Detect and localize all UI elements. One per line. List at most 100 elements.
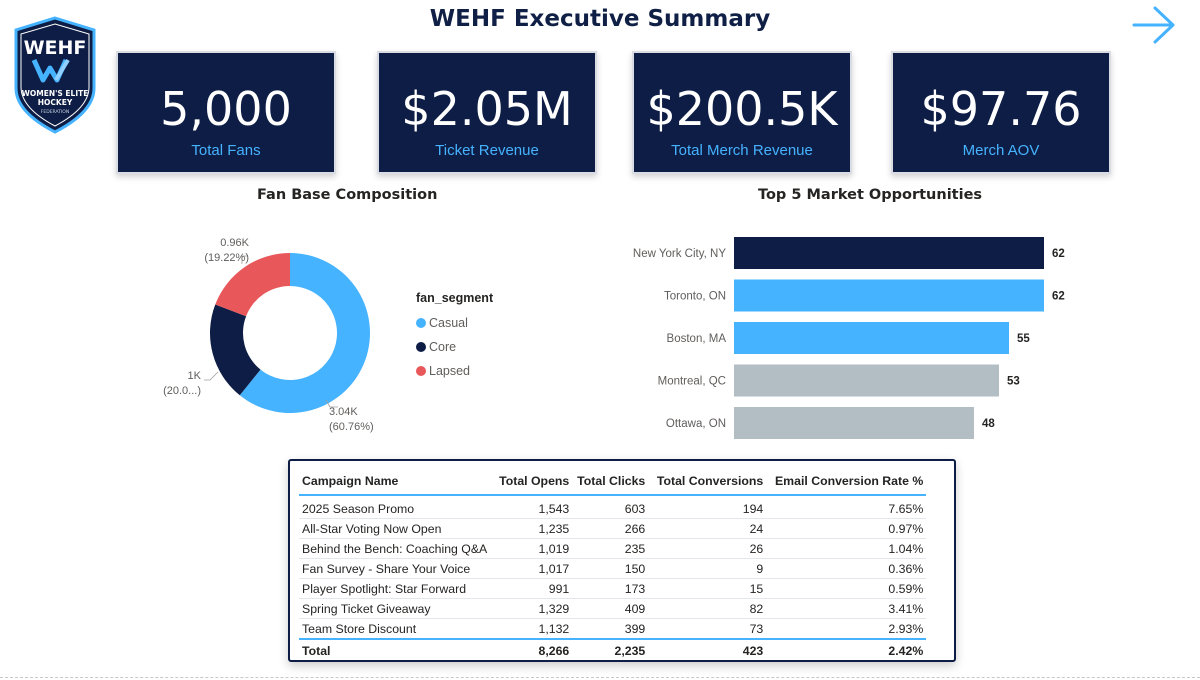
table-cell: 82 <box>648 598 767 619</box>
kpi-value: $2.05M <box>401 82 573 136</box>
kpi-label: Total Fans <box>191 142 261 159</box>
table-cell: Team Store Discount <box>299 618 491 640</box>
bar-value-label: 53 <box>1007 376 1020 388</box>
table-cell: 7.65% <box>766 495 927 519</box>
kpi-card-merch-revenue: $200.5K Total Merch Revenue <box>632 51 852 174</box>
table-cell: 1,019 <box>490 538 573 559</box>
kpi-label: Total Merch Revenue <box>671 142 813 159</box>
table-cell: 9 <box>648 558 767 579</box>
donut-slice-casual[interactable] <box>239 253 371 413</box>
bar[interactable] <box>734 237 1044 269</box>
bar-category-label: Montreal, QC <box>658 376 726 388</box>
table-cell: 2,235 <box>572 638 649 662</box>
legend-dot-icon <box>416 318 426 328</box>
legend-item-casual[interactable]: Casual <box>416 311 493 335</box>
table-row[interactable]: Behind the Bench: Coaching Q&A 1,019 235 26… <box>299 538 927 559</box>
donut-label-core-value: 1K <box>188 370 202 382</box>
donut-slice-core[interactable] <box>210 304 261 396</box>
fan-chart-title: Fan Base Composition <box>257 187 438 203</box>
legend-item-core[interactable]: Core <box>416 335 493 359</box>
bar-category-label: Toronto, ON <box>664 291 726 303</box>
kpi-card-total-fans: 5,000 Total Fans <box>116 51 336 174</box>
bar-category-label: Boston, MA <box>667 333 727 345</box>
bar[interactable] <box>734 364 999 397</box>
table-cell: 3.41% <box>766 598 927 619</box>
table-cell: All-Star Voting Now Open <box>299 518 491 539</box>
logo-line2: HOCKEY <box>38 98 73 107</box>
table-cell: Behind the Bench: Coaching Q&A <box>299 538 491 559</box>
table-cell: 0.36% <box>766 558 927 579</box>
page-divider <box>0 677 1200 678</box>
table-row[interactable]: Spring Ticket Giveaway 1,329 409 82 3.41% <box>299 598 927 619</box>
bar-value-label: 62 <box>1052 291 1065 303</box>
table-cell: 173 <box>572 578 649 599</box>
kpi-value: $97.76 <box>920 82 1082 136</box>
donut-label-core-pct: (20.0...) <box>163 385 201 397</box>
donut-label-casual-pct: (60.76%) <box>329 421 374 433</box>
legend-item-lapsed[interactable]: Lapsed <box>416 359 493 383</box>
table-row[interactable]: Team Store Discount 1,132 399 73 2.93% <box>299 618 927 640</box>
table-row[interactable]: Player Spotlight: Star Forward 991 173 15 0.… <box>299 578 927 599</box>
legend-dot-icon <box>416 342 426 352</box>
bar[interactable] <box>734 322 1009 354</box>
col-header-campaign-name[interactable]: Campaign Name <box>299 468 491 496</box>
table-cell: 991 <box>490 578 573 599</box>
table-cell: 2025 Season Promo <box>299 495 491 519</box>
fan-donut-chart[interactable]: 3.04K (60.76%) 1K (20.0...) 0.96K (19.22… <box>150 220 410 445</box>
bar[interactable] <box>734 407 974 439</box>
table-cell: 1,329 <box>490 598 573 619</box>
table-cell: 266 <box>572 518 649 539</box>
kpi-value: 5,000 <box>160 82 292 136</box>
fan-segment-legend: fan_segment Casual Core Lapsed <box>416 291 493 383</box>
table-cell: 0.97% <box>766 518 927 539</box>
table-row[interactable]: Fan Survey - Share Your Voice 1,017 150 9 0.… <box>299 558 927 579</box>
table-cell: 73 <box>648 618 767 640</box>
bar-value-label: 62 <box>1052 248 1065 260</box>
table-cell: 0.59% <box>766 578 927 599</box>
table-cell: 235 <box>572 538 649 559</box>
table-cell: 2.42% <box>766 638 927 662</box>
logo-line3: FEDERATION <box>41 109 69 115</box>
donut-label-lapsed-pct: (19.22%) <box>204 252 249 264</box>
col-header-email-conversion-rate[interactable]: Email Conversion Rate % <box>766 468 927 496</box>
col-header-total-opens[interactable]: Total Opens <box>490 468 573 496</box>
kpi-value: $200.5K <box>646 82 838 136</box>
legend-label: Casual <box>429 316 468 330</box>
logo-line1: WOMEN'S ELITE <box>22 89 89 98</box>
kpi-card-ticket-revenue: $2.05M Ticket Revenue <box>377 51 597 174</box>
arrow-right-icon[interactable] <box>1130 4 1178 46</box>
legend-dot-icon <box>416 366 426 376</box>
table-cell: 2.93% <box>766 618 927 640</box>
legend-label: Lapsed <box>429 364 471 378</box>
table-cell: Spring Ticket Giveaway <box>299 598 491 619</box>
donut-label-lapsed-value: 0.96K <box>220 237 249 249</box>
market-bar-chart[interactable]: New York City, NY 62 Toronto, ON 62 Boston, … <box>600 225 1080 450</box>
table-cell: 423 <box>648 638 767 662</box>
kpi-label: Merch AOV <box>962 142 1040 159</box>
table-cell: 1,235 <box>490 518 573 539</box>
bar[interactable] <box>734 279 1044 312</box>
kpi-card-merch-aov: $97.76 Merch AOV <box>891 51 1111 174</box>
donut-slice-lapsed[interactable] <box>215 253 290 317</box>
donut-label-casual-value: 3.04K <box>329 406 358 418</box>
table-row[interactable]: All-Star Voting Now Open 1,235 266 24 0.97% <box>299 518 927 539</box>
table-cell: 8,266 <box>490 638 573 662</box>
bar-category-label: New York City, NY <box>633 248 726 260</box>
table-total-row: Total 8,266 2,235 423 2.42% <box>299 638 927 662</box>
table-cell: 1,543 <box>490 495 573 519</box>
bar-value-label: 48 <box>982 418 995 430</box>
table-row[interactable]: 2025 Season Promo 1,543 603 194 7.65% <box>299 495 927 519</box>
col-header-total-clicks[interactable]: Total Clicks <box>572 468 649 496</box>
table-cell: 399 <box>572 618 649 640</box>
legend-title: fan_segment <box>416 291 494 305</box>
col-header-total-conversions[interactable]: Total Conversions <box>648 468 767 496</box>
table-cell: 603 <box>572 495 649 519</box>
market-chart-title: Top 5 Market Opportunities <box>758 187 983 203</box>
table-cell: 1,017 <box>490 558 573 579</box>
bar-value-label: 55 <box>1017 333 1030 345</box>
table-cell: 26 <box>648 538 767 559</box>
campaign-table: Campaign Name Total Opens Total Clicks T… <box>299 468 927 662</box>
table-cell: 409 <box>572 598 649 619</box>
table-cell: Fan Survey - Share Your Voice <box>299 558 491 579</box>
donut-leader-core <box>204 371 219 381</box>
